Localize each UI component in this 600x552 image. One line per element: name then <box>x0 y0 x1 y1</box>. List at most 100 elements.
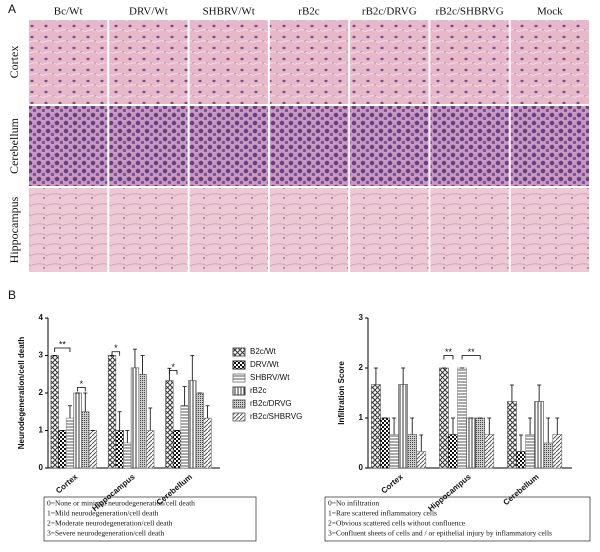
x-tick-label: Cerebellum <box>501 472 540 507</box>
bar <box>195 392 205 469</box>
note: 1=Rare scattered inflammatory cells <box>328 509 437 518</box>
y-tick-label: 4 <box>39 313 44 322</box>
significance-bracket <box>77 386 86 392</box>
significance-label: ** <box>468 347 476 357</box>
x-tick-label: Cortex <box>379 472 405 496</box>
legend-swatch <box>232 360 246 370</box>
bar <box>448 434 458 469</box>
bar <box>484 434 495 469</box>
significance-label: * <box>80 379 84 389</box>
legend-swatch <box>232 399 246 409</box>
note: 2=Moderate neurodegeneration/cell death <box>47 519 173 528</box>
legend-label: DRV/Wt <box>250 360 280 369</box>
histology-image <box>350 188 429 272</box>
row-label: Hippocampus <box>7 196 21 263</box>
significance-bracket <box>461 355 481 360</box>
bar <box>457 367 467 469</box>
histology-image <box>189 106 268 186</box>
error-bar <box>401 367 406 385</box>
bar <box>115 430 124 469</box>
bar <box>107 355 117 469</box>
significance-label: * <box>114 343 118 353</box>
error-bar <box>451 417 455 435</box>
significance-bracket <box>168 370 178 375</box>
bar <box>439 367 449 469</box>
legend-label: rB2c/DRVG <box>250 399 292 408</box>
bar <box>203 417 212 469</box>
bar <box>543 442 554 469</box>
error-bar <box>392 417 397 435</box>
note: 0=No infiltration <box>328 499 379 508</box>
error-bar <box>117 411 122 431</box>
histology-image <box>29 106 108 186</box>
error-bar <box>419 434 424 452</box>
column-header: rB2c/SHBRVG <box>435 6 503 18</box>
histology-image <box>430 106 509 186</box>
row-label: Cerebellum <box>7 117 21 174</box>
legend-label: B2c/Wt <box>250 347 277 356</box>
panel-label: A <box>8 2 16 16</box>
column-header: DRV/Wt <box>129 6 168 18</box>
bar <box>88 430 98 469</box>
error-bar <box>509 384 514 402</box>
bar <box>73 392 82 469</box>
histology-image <box>510 106 589 186</box>
y-tick-label: 0 <box>39 463 44 472</box>
histology-image <box>109 106 188 186</box>
error-bar <box>205 405 210 419</box>
legend-swatch <box>232 386 246 396</box>
histology-image <box>29 188 108 272</box>
bar <box>180 405 189 469</box>
column-header: rB2c <box>298 6 320 18</box>
histology-image <box>269 20 349 104</box>
y-axis-label: Infiltration Score <box>337 361 346 425</box>
error-bar <box>373 367 378 385</box>
bar <box>371 384 381 469</box>
histology-image <box>109 188 188 272</box>
significance-label: * <box>171 362 175 372</box>
legend-swatch <box>232 412 246 422</box>
histology-image <box>510 188 589 272</box>
note: 2=Obvious scattered cells without conflu… <box>328 519 466 528</box>
error-bar <box>83 392 88 412</box>
y-tick-label: 3 <box>359 313 364 322</box>
notes-box <box>43 496 257 542</box>
column-header: rB2c/DRVG <box>362 6 417 18</box>
column-header: SHBRV/Wt <box>203 6 255 18</box>
panel-label: B <box>8 288 16 302</box>
bar <box>552 434 563 469</box>
error-bar <box>519 434 523 452</box>
error-bar <box>125 430 130 443</box>
note: 3=Confluent sheets of cells and / or epi… <box>328 529 552 538</box>
row-label: Cortex <box>7 46 21 79</box>
histology-image <box>189 188 268 272</box>
y-axis-label: Neurodegeneration/cell death <box>17 337 26 450</box>
bar <box>58 430 67 469</box>
error-bar <box>182 386 187 406</box>
significance-bracket <box>111 351 121 356</box>
bar <box>50 355 59 469</box>
notes-box <box>324 496 591 542</box>
y-tick-label: 1 <box>39 426 44 435</box>
y-tick-label: 3 <box>39 351 44 360</box>
bar <box>188 380 197 469</box>
error-bar <box>528 417 533 435</box>
y-tick-label: 2 <box>39 388 44 397</box>
histology-image <box>29 20 108 104</box>
error-bar <box>67 405 72 419</box>
x-tick-label: Cortex <box>54 472 80 496</box>
bar <box>380 417 390 469</box>
bar <box>389 434 399 469</box>
bar <box>466 417 476 469</box>
y-tick-label: 1 <box>359 413 364 422</box>
bar <box>525 434 535 469</box>
bar <box>416 451 427 469</box>
legend-swatch <box>232 373 246 383</box>
histology-image <box>109 20 188 104</box>
histology-image <box>350 106 429 186</box>
error-bar <box>555 417 560 435</box>
bar <box>407 434 418 469</box>
bar <box>475 417 486 469</box>
error-bar <box>487 417 492 435</box>
significance-bracket <box>443 355 454 360</box>
